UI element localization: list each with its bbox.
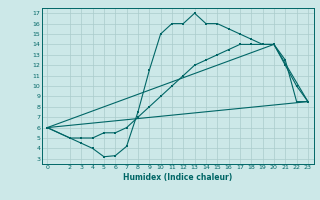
X-axis label: Humidex (Indice chaleur): Humidex (Indice chaleur) xyxy=(123,173,232,182)
